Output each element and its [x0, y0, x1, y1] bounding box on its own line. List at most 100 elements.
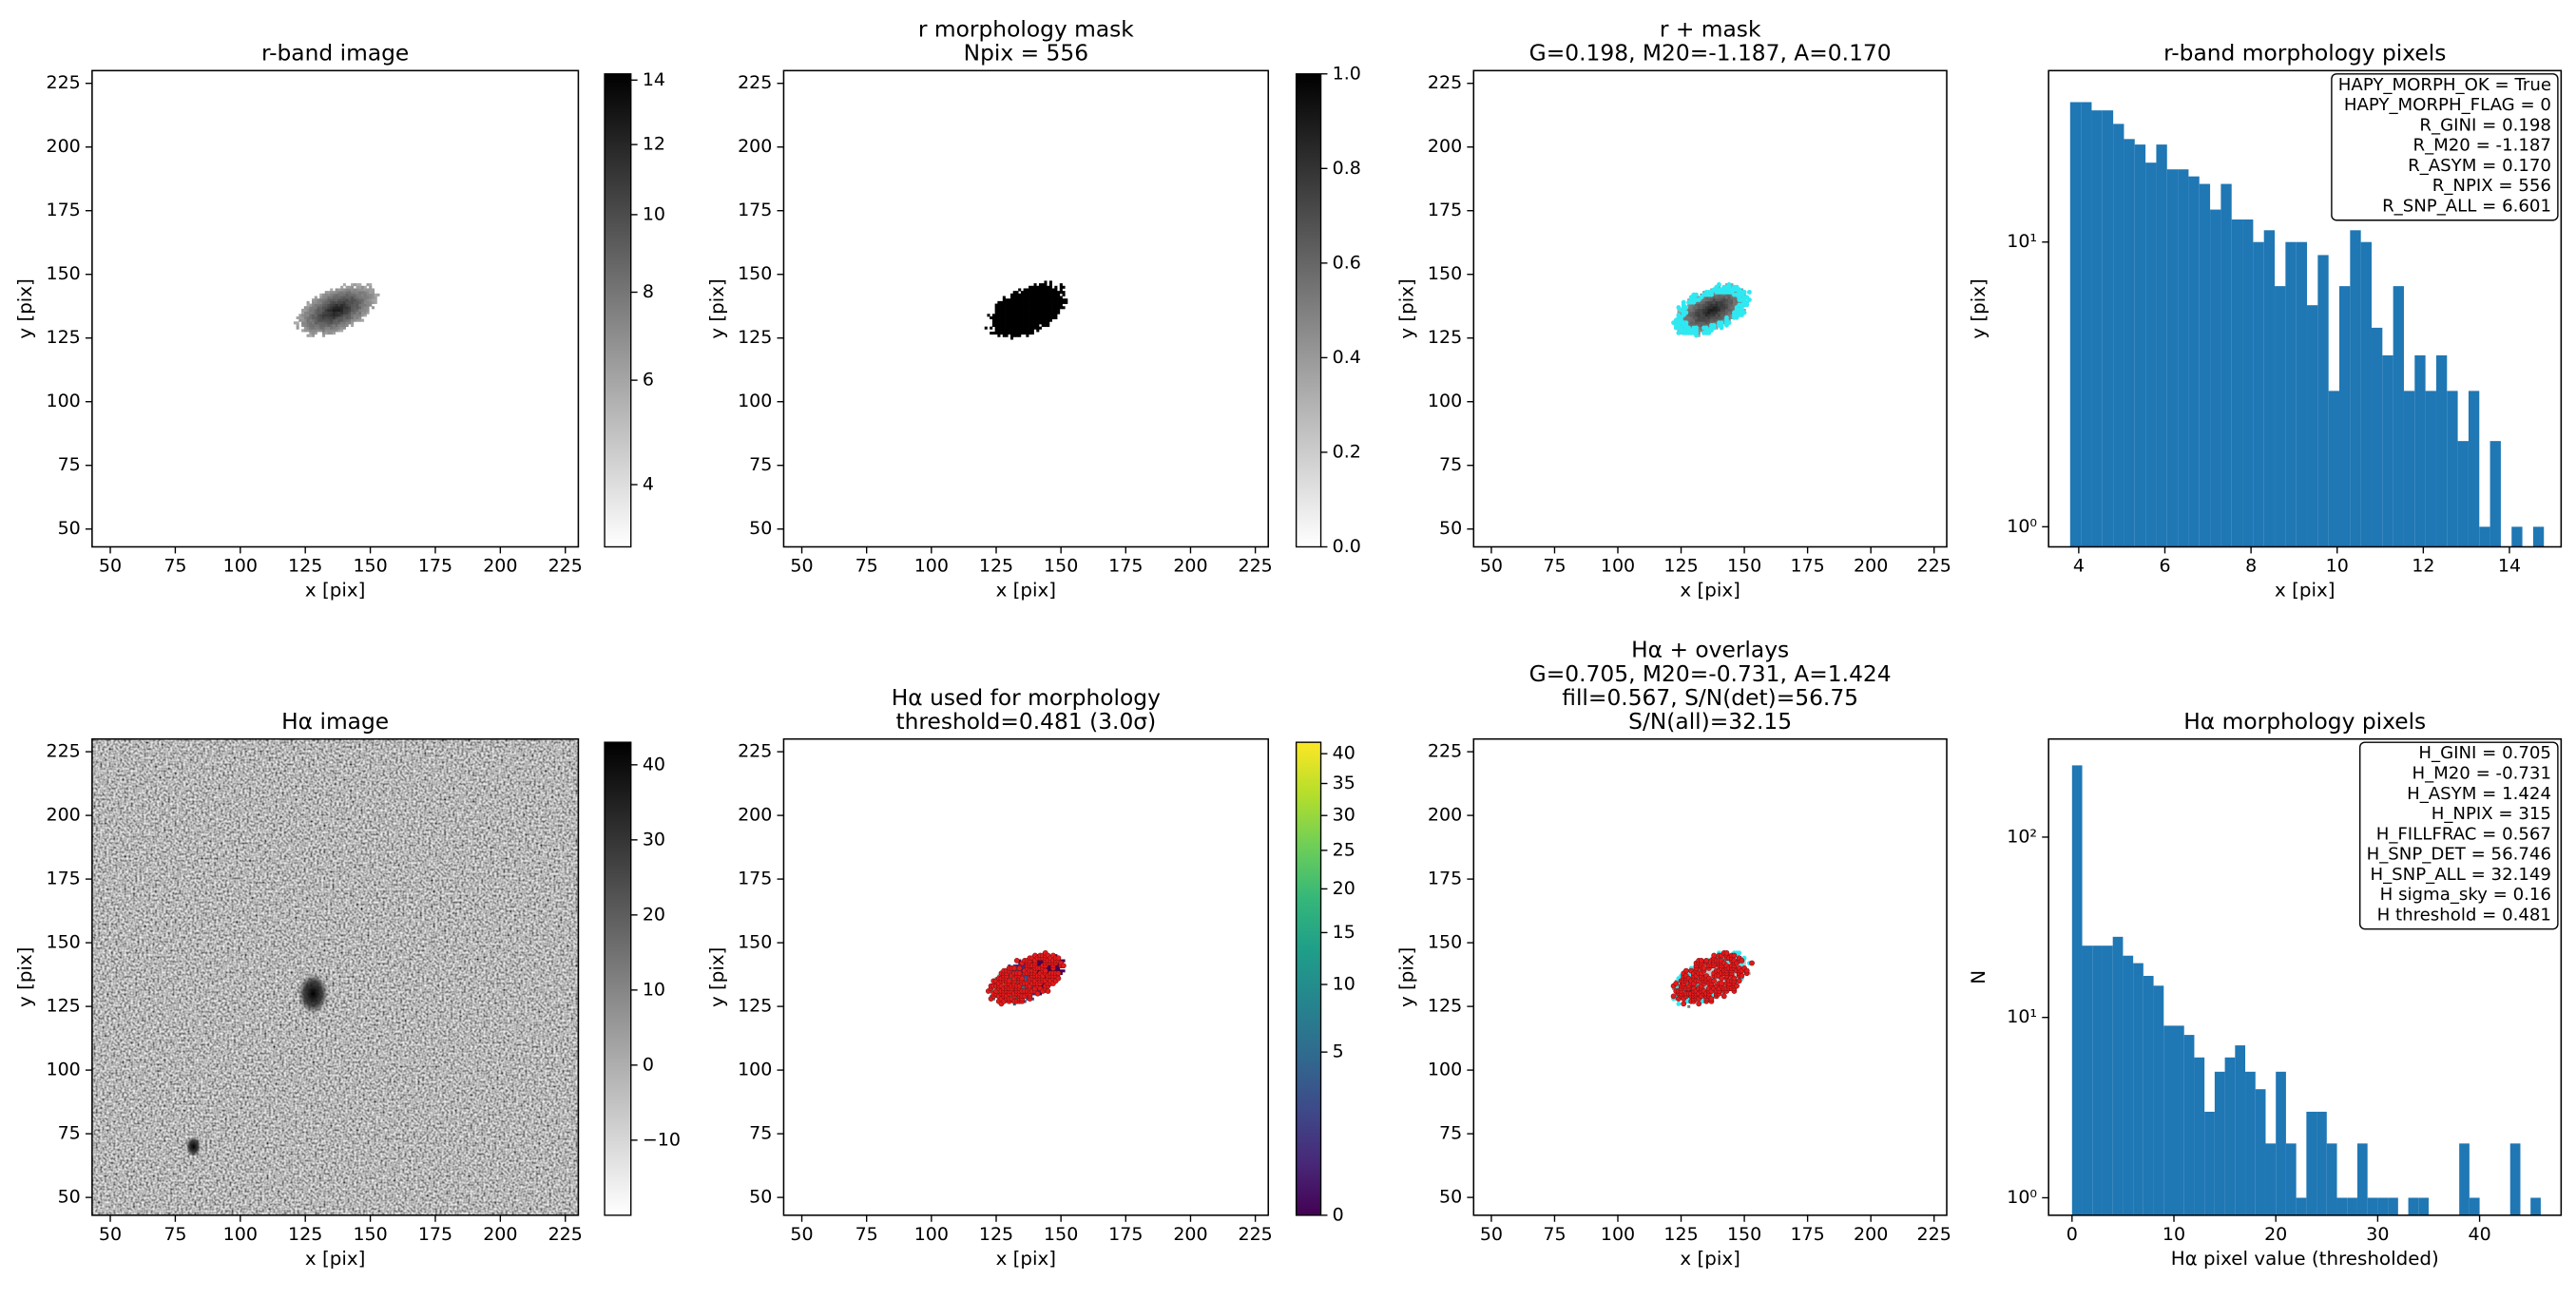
chart-title: r morphology mask [918, 15, 1134, 42]
image-pixel [1707, 314, 1711, 317]
image-pixel [987, 314, 990, 317]
bar [2123, 955, 2134, 1215]
image-pixel [1000, 321, 1004, 325]
image-pixel [1047, 318, 1050, 322]
y-tick-label: 125 [47, 327, 81, 348]
image-pixel [296, 321, 299, 325]
image-pixel [1036, 969, 1040, 973]
image-pixel [335, 300, 338, 304]
image-pixel [1742, 293, 1746, 296]
image-pixel [1059, 298, 1063, 302]
image-pixel [319, 315, 323, 320]
x-tick-label: 225 [548, 556, 583, 577]
image-pixel [314, 329, 317, 333]
image-pixel [1038, 311, 1043, 315]
image-pixel [1687, 311, 1691, 315]
image-pixel [314, 298, 317, 302]
detection [1055, 970, 1062, 977]
colorbar-tick-label: 0.6 [1333, 252, 1361, 273]
image-pixel [330, 293, 334, 296]
image-pixel [1026, 303, 1029, 307]
image-pixel [1715, 296, 1719, 299]
image-pixel [1033, 285, 1037, 289]
image-pixel [1722, 293, 1726, 296]
y-tick-label: 10¹ [2007, 1006, 2037, 1027]
image-pixel [1038, 326, 1043, 330]
x-tick-label: 50 [790, 556, 813, 577]
image-pixel [1036, 962, 1040, 965]
image-pixel [363, 288, 367, 292]
image-pixel [1697, 306, 1701, 310]
bar [2509, 1143, 2521, 1215]
bar [2276, 1071, 2286, 1215]
image-pixel [1012, 308, 1016, 312]
image-pixel [1720, 306, 1723, 310]
image-pixel [1722, 314, 1726, 317]
y-tick-label: 175 [738, 869, 772, 889]
image-pixel [356, 306, 359, 310]
image-pixel [342, 321, 346, 325]
image-pixel [1720, 298, 1723, 302]
image-pixel [1028, 308, 1032, 312]
image-pixel [312, 314, 316, 317]
image-pixel [1704, 298, 1708, 302]
image-pixel [997, 306, 1001, 310]
image-pixel [1048, 293, 1052, 296]
image-pixel [1033, 315, 1037, 320]
image-pixel [1735, 300, 1739, 304]
image-pixel [319, 321, 323, 325]
bar [2178, 169, 2189, 547]
colorbar [604, 73, 632, 548]
image-pixel [361, 293, 365, 296]
bar [2285, 1143, 2297, 1215]
image-pixel [1038, 303, 1043, 307]
x-axis-label: Hα pixel value (thresholded) [2171, 1248, 2439, 1270]
image-pixel [1702, 303, 1706, 307]
image-pixel [314, 321, 317, 325]
image-pixel [1680, 323, 1683, 327]
image-pixel [1018, 318, 1022, 322]
bar [2360, 241, 2372, 547]
image-pixel [1018, 323, 1022, 328]
bar [2403, 391, 2415, 547]
detection [1696, 1001, 1702, 1007]
image-pixel [1030, 308, 1034, 312]
image-pixel [1023, 291, 1027, 295]
image-pixel [327, 329, 331, 333]
x-tick-label: 225 [1917, 556, 1951, 577]
image-pixel [1015, 326, 1019, 330]
image-pixel [1684, 315, 1688, 319]
colorbar [1295, 73, 1322, 548]
y-tick-label: 225 [1428, 741, 1462, 762]
image-pixel [1047, 311, 1050, 315]
image-pixel [340, 308, 344, 312]
image-pixel [374, 296, 377, 299]
image-pixel [997, 321, 1001, 325]
image-pixel [301, 311, 305, 315]
image-pixel [1720, 311, 1723, 315]
image-pixel [356, 303, 359, 307]
image-pixel [1020, 308, 1024, 312]
bar [2124, 139, 2135, 547]
mask-contour [1737, 950, 1742, 956]
image-pixel [1030, 306, 1034, 310]
image-pixel [1000, 306, 1004, 310]
image-pixel [361, 311, 365, 315]
y-tick-label: 10² [2007, 826, 2037, 847]
image-pixel [1041, 291, 1045, 295]
image-pixel [303, 323, 307, 328]
x-tick-label: 50 [99, 1224, 122, 1245]
image-pixel [1002, 306, 1006, 310]
image-pixel [321, 318, 326, 322]
image-pixel [1054, 315, 1058, 320]
image-pixel [342, 291, 346, 295]
image-pixel [1005, 311, 1009, 315]
image-pixel [361, 296, 365, 299]
image-pixel [348, 298, 352, 302]
mask-contour [1746, 297, 1752, 302]
y-tick-label: 75 [749, 454, 772, 475]
image-pixel [1057, 308, 1061, 312]
y-tick-label: 175 [47, 869, 81, 889]
image-pixel [335, 321, 338, 325]
